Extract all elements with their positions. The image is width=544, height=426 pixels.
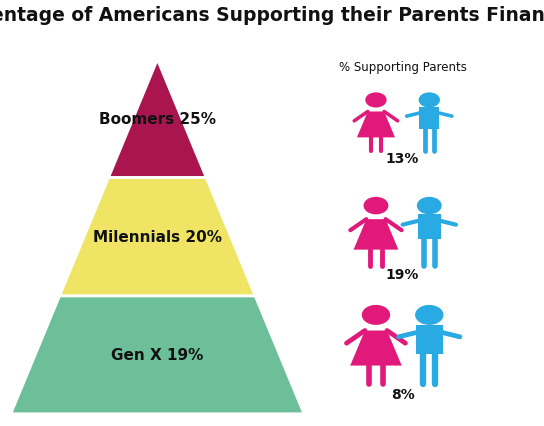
Circle shape <box>418 198 441 214</box>
Text: Gen X 19%: Gen X 19% <box>111 348 203 363</box>
Text: 8%: 8% <box>391 387 415 401</box>
Polygon shape <box>11 296 304 414</box>
Text: % Supporting Parents: % Supporting Parents <box>339 61 467 74</box>
Polygon shape <box>357 112 395 138</box>
Text: Milennials 20%: Milennials 20% <box>93 230 222 245</box>
Circle shape <box>362 306 390 325</box>
Polygon shape <box>60 178 255 296</box>
Circle shape <box>364 198 388 214</box>
Circle shape <box>416 306 443 325</box>
Text: Percentage of Americans Supporting their Parents Financially: Percentage of Americans Supporting their… <box>0 6 544 25</box>
Bar <box>419 108 439 130</box>
Circle shape <box>366 94 386 107</box>
Bar <box>416 325 443 354</box>
Bar <box>418 215 441 240</box>
Polygon shape <box>354 220 398 250</box>
Text: 19%: 19% <box>386 268 419 282</box>
Polygon shape <box>109 60 206 178</box>
Polygon shape <box>350 331 401 366</box>
Text: Boomers 25%: Boomers 25% <box>99 112 216 127</box>
Circle shape <box>419 94 439 107</box>
Text: 13%: 13% <box>386 152 419 166</box>
